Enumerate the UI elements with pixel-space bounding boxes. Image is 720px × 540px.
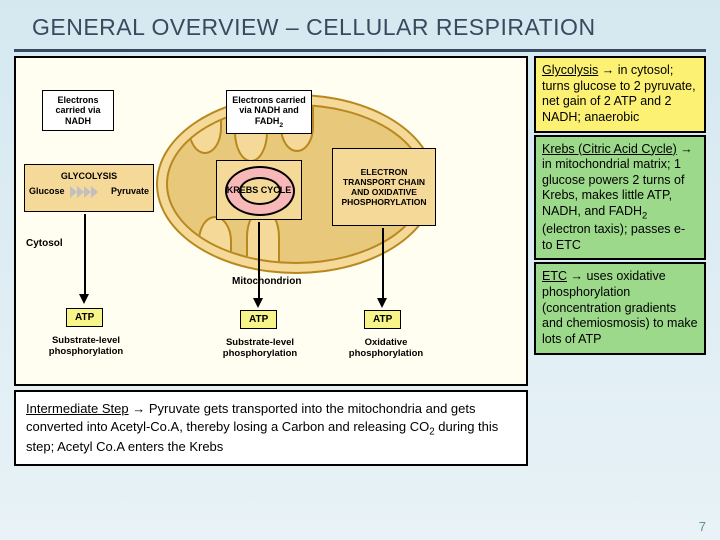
glyco-underline: Glycolysis (542, 63, 598, 77)
respiration-diagram: Electrons carried via NADH Electrons car… (14, 56, 528, 386)
right-column: Glycolysis → in cytosol; turns glucose t… (534, 56, 706, 466)
arrow-down-icon (79, 294, 89, 304)
glucose-label: Glucose (29, 186, 65, 197)
content-area: Electrons carried via NADH Electrons car… (0, 56, 720, 466)
krebs-text2: (electron taxis); passes e- to ETC (542, 222, 685, 252)
cristae-shape (198, 216, 232, 264)
glycolysis-title: GLYCOLYSIS (29, 171, 149, 182)
nadh-fadh-label-box: Electrons carried via NADH and FADH2 (226, 90, 312, 134)
sub-phos-caption: Substrate-level phosphorylation (212, 338, 308, 360)
etc-underline: ETC (542, 269, 567, 283)
arrow-line (258, 222, 260, 298)
page-title: GENERAL OVERVIEW – CELLULAR RESPIRATION (0, 0, 720, 49)
mitochondrion-label: Mitochondrion (232, 276, 301, 287)
cristae-shape (188, 104, 222, 154)
sub2: 2 (642, 211, 647, 221)
intermediate-underline: Intermediate Step (26, 401, 129, 416)
left-column: Electrons carried via NADH Electrons car… (14, 56, 528, 466)
glycolysis-stage: GLYCOLYSIS Glucose Pyruvate (24, 164, 154, 212)
intermediate-step-box: Intermediate Step → Pyruvate gets transp… (14, 390, 528, 466)
arrow-icon (70, 186, 106, 198)
sub2: 2 (279, 121, 283, 128)
atp-box: ATP (66, 308, 103, 327)
cytosol-label: Cytosol (26, 238, 63, 249)
etc-stage: ELECTRON TRANSPORT CHAIN AND OXIDATIVE P… (332, 148, 436, 226)
arrow-down-icon (253, 298, 263, 308)
atp-box: ATP (364, 310, 401, 329)
krebs-block: Krebs (Citric Acid Cycle) → in mitochond… (534, 135, 706, 261)
krebs-stage: KREBS CYCLE (216, 160, 302, 220)
title-underline (14, 49, 706, 52)
arrow-down-icon (377, 298, 387, 308)
page-number: 7 (699, 519, 706, 534)
etc-block: ETC → uses oxidative phosphorylation (co… (534, 262, 706, 354)
nadh-label-box: Electrons carried via NADH (42, 90, 114, 131)
nadh-fadh-text: Electrons carried via NADH and FADH (232, 95, 306, 126)
krebs-title: KREBS CYCLE (227, 185, 292, 196)
glycolysis-block: Glycolysis → in cytosol; turns glucose t… (534, 56, 706, 133)
arrow-line (84, 214, 86, 294)
krebs-underline: Krebs (Citric Acid Cycle) (542, 142, 677, 156)
sub-phos-caption: Substrate-level phosphorylation (38, 336, 134, 358)
arrow-line (382, 228, 384, 298)
ox-phos-caption: Oxidative phosphorylation (338, 338, 434, 360)
pyruvate-label: Pyruvate (111, 186, 149, 197)
atp-box: ATP (240, 310, 277, 329)
